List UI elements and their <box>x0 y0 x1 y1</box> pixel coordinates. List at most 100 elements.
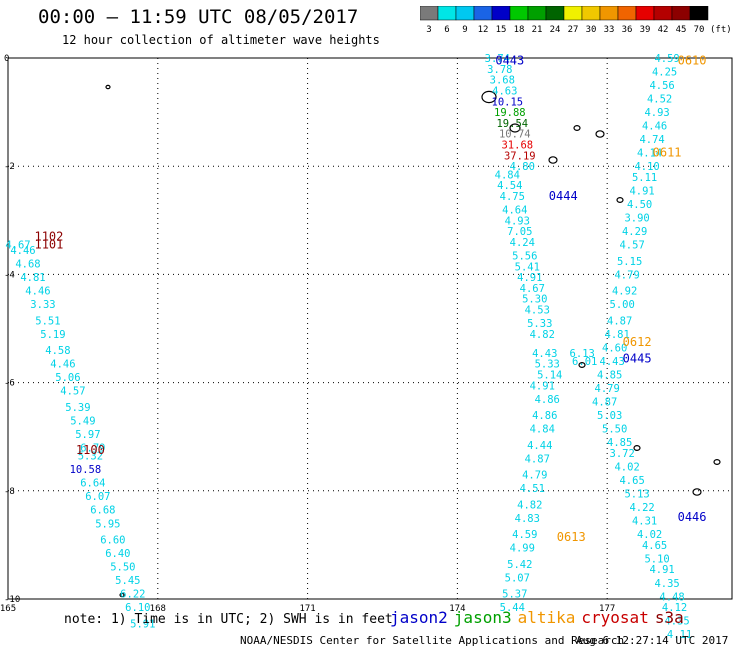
wave-height-value: 4.46 <box>10 245 35 257</box>
wave-height-value: 4.84 <box>530 424 555 436</box>
wave-height-value: 5.30 <box>522 294 547 306</box>
wave-height-value: 10.15 <box>492 96 524 108</box>
page-subtitle: 12 hour collection of altimeter wave hei… <box>62 33 380 47</box>
wave-height-value: 5.39 <box>65 402 90 414</box>
generated-timestamp: Aug 6 12:27:14 UTC 2017 <box>576 634 729 647</box>
wave-height-value: 4.59 <box>512 529 537 541</box>
wave-height-value: 5.33 <box>527 318 552 330</box>
wave-height-value: 6.01 <box>572 356 597 368</box>
wave-height-value: 4.82 <box>530 329 555 341</box>
scale-label: 39 <box>640 25 651 34</box>
wave-height-value: 5.37 <box>502 589 527 601</box>
wave-height-value: 4.91 <box>517 272 542 284</box>
wave-height-value: 5.95 <box>95 518 120 530</box>
pass-time-label: 0611 <box>653 146 682 160</box>
wave-height-value: 4.91 <box>530 380 555 392</box>
scale-label: 70 <box>694 25 705 34</box>
wave-height-value: 4.25 <box>652 67 677 79</box>
wave-height-value: 5.41 <box>515 261 540 273</box>
wave-height-value: 6.68 <box>90 505 115 517</box>
wave-height-value: 4.44 <box>527 440 552 452</box>
wave-height-value: 5.14 <box>537 369 562 381</box>
scale-label: 3 <box>426 25 431 34</box>
scale-label: 45 <box>676 25 687 34</box>
wave-height-value: 5.97 <box>75 429 100 441</box>
wave-height-value: 4.48 <box>659 591 684 603</box>
wave-height-value: 5.07 <box>505 572 530 584</box>
page-title: 00:00 – 11:59 UTC 08/05/2017 <box>38 6 359 28</box>
wave-height-value: 5.50 <box>602 424 627 436</box>
wave-height-value: 31.68 <box>501 140 533 152</box>
credit-line: NOAA/NESDIS Center for Satellite Applica… <box>240 634 625 647</box>
pass-time-label: 0612 <box>623 335 652 349</box>
wave-height-value: 19.54 <box>496 118 528 130</box>
wave-height-value: 3.33 <box>30 299 55 311</box>
wave-height-value: 4.10 <box>634 161 659 173</box>
scale-unit: (ft) <box>710 25 732 34</box>
pass-time-label: 1102 <box>34 230 63 244</box>
scale-label: 42 <box>658 25 669 34</box>
pass-time-label: 0610 <box>678 54 707 68</box>
wave-height-value: 4.84 <box>495 169 520 181</box>
wave-height-value: 5.13 <box>624 489 649 501</box>
wave-height-value: 5.03 <box>597 410 622 422</box>
wave-height-value: 4.58 <box>45 345 70 357</box>
pass-time-label: 0446 <box>678 510 707 524</box>
wave-height-value: 10.74 <box>499 129 531 141</box>
wave-height-value: 4.74 <box>639 134 664 146</box>
island-outline <box>573 124 581 131</box>
wave-height-value: 4.60 <box>602 342 627 354</box>
scale-label: 21 <box>532 25 543 34</box>
wave-height-value: 4.68 <box>15 259 40 271</box>
pass-time-label: 0613 <box>557 530 586 544</box>
wave-height-value: 4.24 <box>510 237 535 249</box>
wave-height-value: 6.40 <box>105 548 130 560</box>
wave-height-value: 5.33 <box>535 359 560 371</box>
wave-height-value: 4.46 <box>642 121 667 133</box>
x-tick-label: 177 <box>599 604 615 614</box>
wave-height-value: 4.83 <box>515 513 540 525</box>
scale-label: 30 <box>586 25 597 34</box>
scale-label: 15 <box>496 25 507 34</box>
pass-time-label: 1100 <box>76 443 105 457</box>
wave-height-value: 4.87 <box>607 315 632 327</box>
wave-height-value: 4.79 <box>614 269 639 281</box>
y-tick-label: 0 <box>4 54 9 64</box>
wave-height-value: 4.31 <box>632 516 657 528</box>
scale-label: 6 <box>444 25 449 34</box>
wave-height-value: 19.88 <box>494 107 526 119</box>
y-tick-label: -8 <box>4 487 15 497</box>
wave-height-value: 4.56 <box>649 80 674 92</box>
wave-height-value: 4.63 <box>492 85 517 97</box>
wave-height-value: 4.50 <box>627 199 652 211</box>
wave-height-value: 4.53 <box>525 305 550 317</box>
wave-height-value: 4.29 <box>622 226 647 238</box>
wave-height-value: 4.02 <box>614 461 639 473</box>
wave-height-value: 4.79 <box>522 470 547 482</box>
legend-jason2: jason2 <box>390 608 448 627</box>
wave-height-value: 4.80 <box>510 161 535 173</box>
wave-height-value: 4.65 <box>619 475 644 487</box>
island-outline <box>616 197 624 204</box>
wave-height-value: 4.86 <box>535 394 560 406</box>
island-outline <box>713 459 721 466</box>
wave-height-value: 4.92 <box>612 286 637 298</box>
scale-label: 9 <box>462 25 467 34</box>
pass-time-label: 1101 <box>34 238 63 252</box>
wave-height-value: 4.43 <box>600 356 625 368</box>
scale-label: 12 <box>478 25 489 34</box>
wave-height-value: 5.06 <box>55 372 80 384</box>
wave-height-value: 5.11 <box>632 172 657 184</box>
scale-label: 33 <box>604 25 615 34</box>
wave-height-value: 6.64 <box>80 478 105 490</box>
wave-height-value: 4.57 <box>619 240 644 252</box>
wave-height-value: 4.46 <box>50 359 75 371</box>
map-frame <box>7 57 733 600</box>
wave-height-value: 3.78 <box>487 64 512 76</box>
wave-height-value: 4.87 <box>525 453 550 465</box>
wave-height-value: 5.50 <box>110 562 135 574</box>
wave-height-value: 4.75 <box>500 191 525 203</box>
wave-height-value: 4.57 <box>60 386 85 398</box>
scale-label: 18 <box>514 25 525 34</box>
wave-height-value: 4.59 <box>654 53 679 65</box>
